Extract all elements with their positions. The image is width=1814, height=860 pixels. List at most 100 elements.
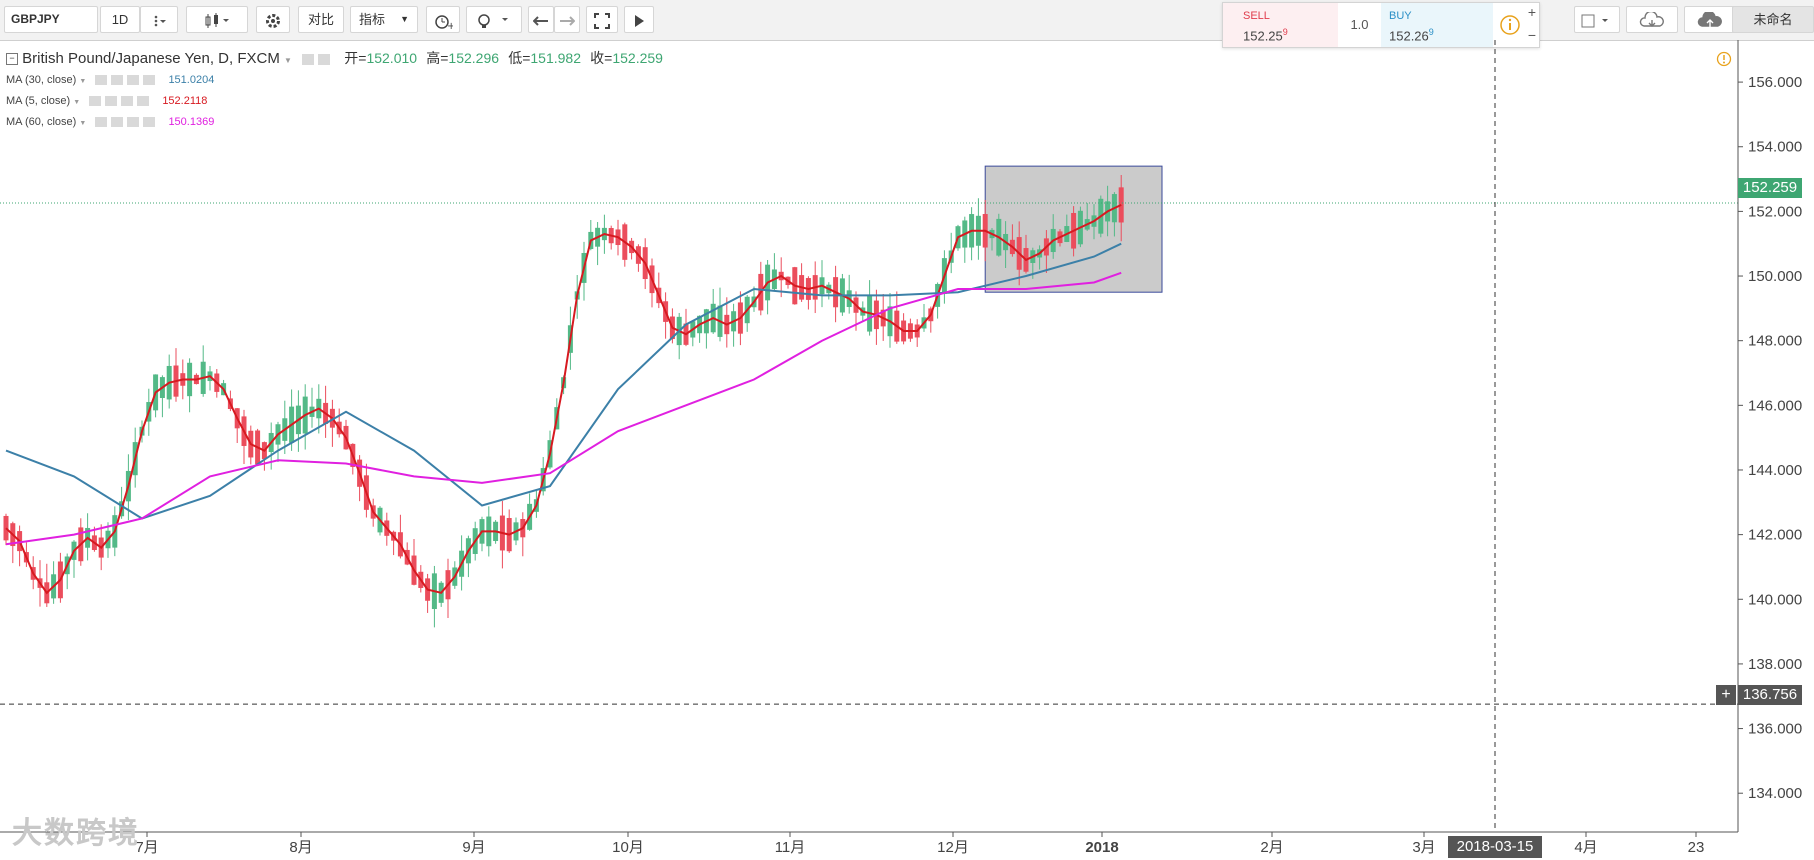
quantity-field[interactable]: 1.0 (1350, 17, 1369, 32)
ma60-settings-icons[interactable] (95, 117, 160, 128)
layout-name-button[interactable]: 未命名 (1732, 6, 1814, 33)
lightbulb-icon (478, 13, 508, 28)
time-tick-label: 7月 (135, 839, 158, 856)
crosshair-date-label: 2018-03-15 (1448, 836, 1542, 858)
legend-settings-icons[interactable] (302, 53, 335, 65)
time-tick-label: 12月 (937, 839, 969, 856)
replay-button[interactable] (624, 6, 654, 33)
indicators-button[interactable]: 指标 ▼ (350, 6, 418, 33)
ma30-label: MA (30, close) (6, 74, 77, 86)
trade-plus-button[interactable]: + (1527, 4, 1537, 20)
chevron-down-icon: ▼ (284, 56, 292, 65)
interval-dropdown[interactable] (140, 6, 178, 33)
price-tick-label: 144.000 (1748, 462, 1802, 479)
close-value: 152.259 (612, 50, 663, 66)
watermark-logo: 大数跨境 (12, 817, 140, 850)
time-axis[interactable]: 7月 8月 9月 10月 11月 12月 2018 2月 3月 4月 23 (0, 831, 1738, 856)
time-tick-label: 2018 (1085, 839, 1118, 856)
crosshair-plus-icon[interactable]: + (1716, 685, 1736, 705)
undo-button[interactable] (528, 6, 554, 33)
last-price-label: 152.259 (1738, 178, 1802, 198)
time-tick-label: 23 (1688, 839, 1705, 856)
ma5-label: MA (5, close) (6, 95, 71, 107)
ma5-settings-icons[interactable] (89, 96, 154, 107)
sell-price: 152.259 (1243, 27, 1288, 43)
settings-button[interactable] (256, 6, 290, 33)
top-toolbar: GBPJPY 1D 对比 指标 ▼ + SELL 152.259 1.0 BUY (0, 0, 1814, 48)
price-chart[interactable]: 156.000 154.000 152.000 150.000 148.000 146.0… (0, 40, 1814, 860)
alert-button[interactable]: + (426, 6, 460, 33)
low-value: 151.982 (530, 50, 581, 66)
chart-legend: − British Pound/Japanese Yen, D, FXCM ▼ … (6, 48, 663, 68)
fullscreen-button[interactable] (586, 6, 618, 33)
price-tick-label: 146.000 (1748, 397, 1802, 414)
price-tick-label: 156.000 (1748, 74, 1802, 91)
trade-panel: SELL 152.259 1.0 BUY 152.269 + − (1222, 2, 1540, 48)
load-layout-button[interactable] (1626, 6, 1678, 33)
buy-price-main: 152.26 (1389, 28, 1429, 44)
symbol-search-input[interactable]: GBPJPY (4, 6, 98, 33)
sell-price-main: 152.25 (1243, 28, 1283, 44)
price-tick-label: 140.000 (1748, 591, 1802, 608)
buy-price: 152.269 (1389, 27, 1434, 43)
sell-price-sup: 9 (1282, 27, 1288, 37)
price-tick-label: 136.000 (1748, 721, 1802, 738)
chevron-down-icon: ▼ (79, 120, 87, 127)
ma5-line (5, 203, 1122, 595)
ma60-label: MA (60, close) (6, 116, 77, 128)
time-tick-label: 4月 (1574, 839, 1597, 856)
time-tick-label: 3月 (1412, 839, 1435, 856)
ma30-legend: MA (30, close) ▼ 151.0204 (6, 74, 214, 86)
cloud-upload-icon (1697, 10, 1722, 27)
chart-style-button[interactable] (186, 6, 248, 33)
buy-button[interactable]: BUY 152.269 (1381, 3, 1493, 47)
legend-title: British Pound/Japanese Yen, D, FXCM (22, 50, 280, 67)
high-value: 152.296 (448, 50, 500, 66)
price-tick-label: 148.000 (1748, 333, 1802, 350)
fullscreen-icon (594, 12, 610, 29)
candle-body (3, 515, 9, 541)
cloud-download-icon (1639, 10, 1664, 27)
price-tick-label: 152.000 (1748, 203, 1802, 220)
gear-icon (266, 13, 280, 28)
candles-layer (3, 165, 1163, 628)
annotations-layer (0, 40, 1738, 832)
alarm-clock-icon: + (435, 14, 455, 32)
candles-icon (205, 12, 229, 28)
drawing-mode-button[interactable] (1574, 6, 1620, 33)
square-icon (1581, 14, 1608, 28)
save-layout-button[interactable] (1684, 6, 1736, 33)
chevron-down-icon: ▼ (73, 99, 81, 106)
more-vertical-icon (154, 15, 166, 26)
buy-price-sup: 9 (1428, 27, 1434, 37)
chevron-down-icon: ▼ (79, 78, 87, 85)
buy-label: BUY (1389, 10, 1412, 22)
redo-button[interactable] (554, 6, 580, 33)
svg-text:+: + (447, 21, 453, 30)
ma60-line (5, 271, 1122, 546)
interval-button[interactable]: 1D (100, 6, 140, 33)
sell-button[interactable]: SELL 152.259 (1223, 3, 1338, 47)
sell-label: SELL (1243, 10, 1270, 22)
open-value: 152.010 (366, 50, 418, 66)
undo-icon (532, 15, 548, 26)
compare-button[interactable]: 对比 (298, 6, 344, 33)
price-tick-label: 138.000 (1748, 656, 1802, 673)
ma30-value: 151.0204 (168, 74, 215, 86)
time-tick-label: 8月 (289, 839, 312, 856)
alert-warning-icon[interactable] (1716, 51, 1732, 67)
ma30-settings-icons[interactable] (95, 75, 160, 86)
price-axis[interactable]: 156.000 154.000 152.000 150.000 148.000 146.0… (1737, 40, 1802, 832)
time-tick-label: 10月 (612, 839, 644, 856)
high-label: 高= (426, 50, 449, 66)
ideas-button[interactable] (466, 6, 522, 33)
redo-icon (560, 15, 576, 26)
price-tick-label: 134.000 (1748, 785, 1802, 802)
info-icon[interactable] (1499, 14, 1521, 36)
trade-minus-button[interactable]: − (1527, 27, 1537, 43)
indicators-label: 指标 (359, 12, 386, 27)
legend-collapse-icon[interactable]: − (6, 53, 18, 66)
close-label: 收= (590, 50, 613, 66)
low-label: 低= (508, 50, 531, 66)
price-tick-label: 150.000 (1748, 268, 1802, 285)
